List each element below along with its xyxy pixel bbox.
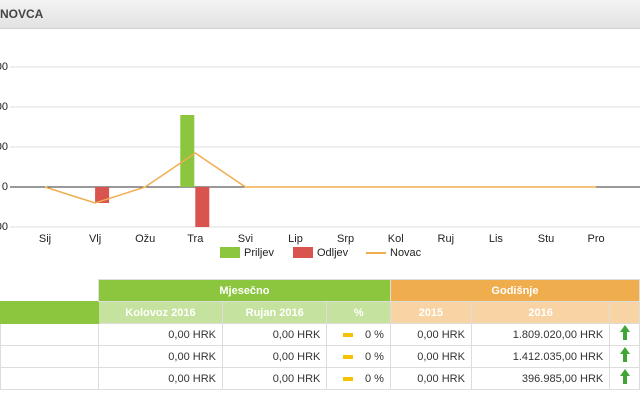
subheader: % xyxy=(326,301,391,324)
y-tick-label: 0 xyxy=(2,181,8,193)
subheader: Rujan 2016 xyxy=(221,301,328,324)
trend-arrow xyxy=(619,368,630,384)
cell-text: 396.985,00 HRK xyxy=(521,372,604,385)
cell-text: 0,00 HRK xyxy=(168,372,216,385)
cell-text: 0,00 HRK xyxy=(417,328,465,341)
table: Mjesečno Godišnje Kolovoz 2016 Rujan 2016… xyxy=(0,279,640,390)
cell: 0,00 HRK xyxy=(389,323,472,346)
subheader: 2015 xyxy=(389,301,472,324)
cell-text: 0,00 HRK xyxy=(417,372,465,385)
y-tick-label: 1000000 xyxy=(0,141,8,153)
dash-icon xyxy=(342,354,353,359)
y-tick-label: 2000000 xyxy=(0,101,8,113)
x-tick-label: Vlj xyxy=(89,233,101,245)
cell-text: 0,00 HRK xyxy=(272,328,321,341)
dash-icon xyxy=(342,376,353,381)
x-tick-label: Pro xyxy=(588,233,605,245)
cell: 396.985,00 HRK xyxy=(470,367,611,390)
cell: 0,00 HRK xyxy=(221,323,328,346)
x-tick-label: Stu xyxy=(538,233,555,245)
group: Mjesečno xyxy=(97,279,391,302)
x-tick-label: Tra xyxy=(187,233,204,245)
legend-label: Odljev xyxy=(317,247,349,259)
group: Godišnje xyxy=(389,279,640,302)
dash-icon xyxy=(342,332,353,337)
cell: 0,00 HRK xyxy=(97,367,223,390)
cell-text: 0,00 HRK xyxy=(168,328,216,341)
x-tick-label: Svi xyxy=(238,233,253,245)
x-tick-label: Ožu xyxy=(135,233,155,245)
cell-text: 0,00 HRK xyxy=(417,350,465,363)
legend-swatch xyxy=(293,247,313,258)
x-tick-label: Kol xyxy=(388,233,404,245)
y-tick-label: 3000000 xyxy=(0,61,8,73)
bar xyxy=(195,187,210,227)
cell-text: 0,00 HRK xyxy=(272,350,321,363)
x-tick-label: Lip xyxy=(288,233,303,245)
cell: 1.412.035,00 HRK xyxy=(470,345,611,368)
cell: 1.809.020,00 HRK xyxy=(470,323,611,346)
trend-arrow xyxy=(619,324,630,340)
x-tick-label: Srp xyxy=(337,233,354,245)
line xyxy=(44,152,597,204)
bar xyxy=(180,115,195,187)
cell: 0,00 HRK xyxy=(221,367,328,390)
subheader: 2016 xyxy=(470,301,611,324)
x-tick-label: Ruj xyxy=(438,233,455,245)
x-tick-label: Sij xyxy=(39,233,51,245)
cell-text: 1.809.020,00 HRK xyxy=(512,328,604,341)
cell: 0 % xyxy=(326,345,391,368)
cell: 0,00 HRK xyxy=(97,323,223,346)
legend-label: Novac xyxy=(390,247,422,259)
chart: -1000000 0 1000000 2000000 3000000 Sij Vlj Ožu T… xyxy=(0,61,640,259)
cell: 0 % xyxy=(326,367,391,390)
cell-text: 0 % xyxy=(364,350,384,363)
cell: 0,00 HRK xyxy=(221,345,328,368)
legend-swatch xyxy=(220,247,240,258)
cell-text: 0,00 HRK xyxy=(168,350,216,363)
title-bar: NOVCA xyxy=(0,0,640,29)
x-tick-label: Lis xyxy=(489,233,504,245)
cell-text: 0 % xyxy=(364,328,384,341)
trend-arrow xyxy=(619,346,630,362)
cell: 0 % xyxy=(326,323,391,346)
title: NOVCA xyxy=(0,7,44,21)
cell: 0,00 HRK xyxy=(389,367,472,390)
legend-label: Priljev xyxy=(244,247,274,259)
subheader: Kolovoz 2016 xyxy=(97,301,223,324)
cell: 0,00 HRK xyxy=(97,345,223,368)
y-tick-label: -1000000 xyxy=(0,221,8,233)
cell: 0,00 HRK xyxy=(389,345,472,368)
cell-text: 0,00 HRK xyxy=(272,372,321,385)
cell-text: 1.412.035,00 HRK xyxy=(512,350,604,363)
cell-text: 0 % xyxy=(364,372,384,385)
